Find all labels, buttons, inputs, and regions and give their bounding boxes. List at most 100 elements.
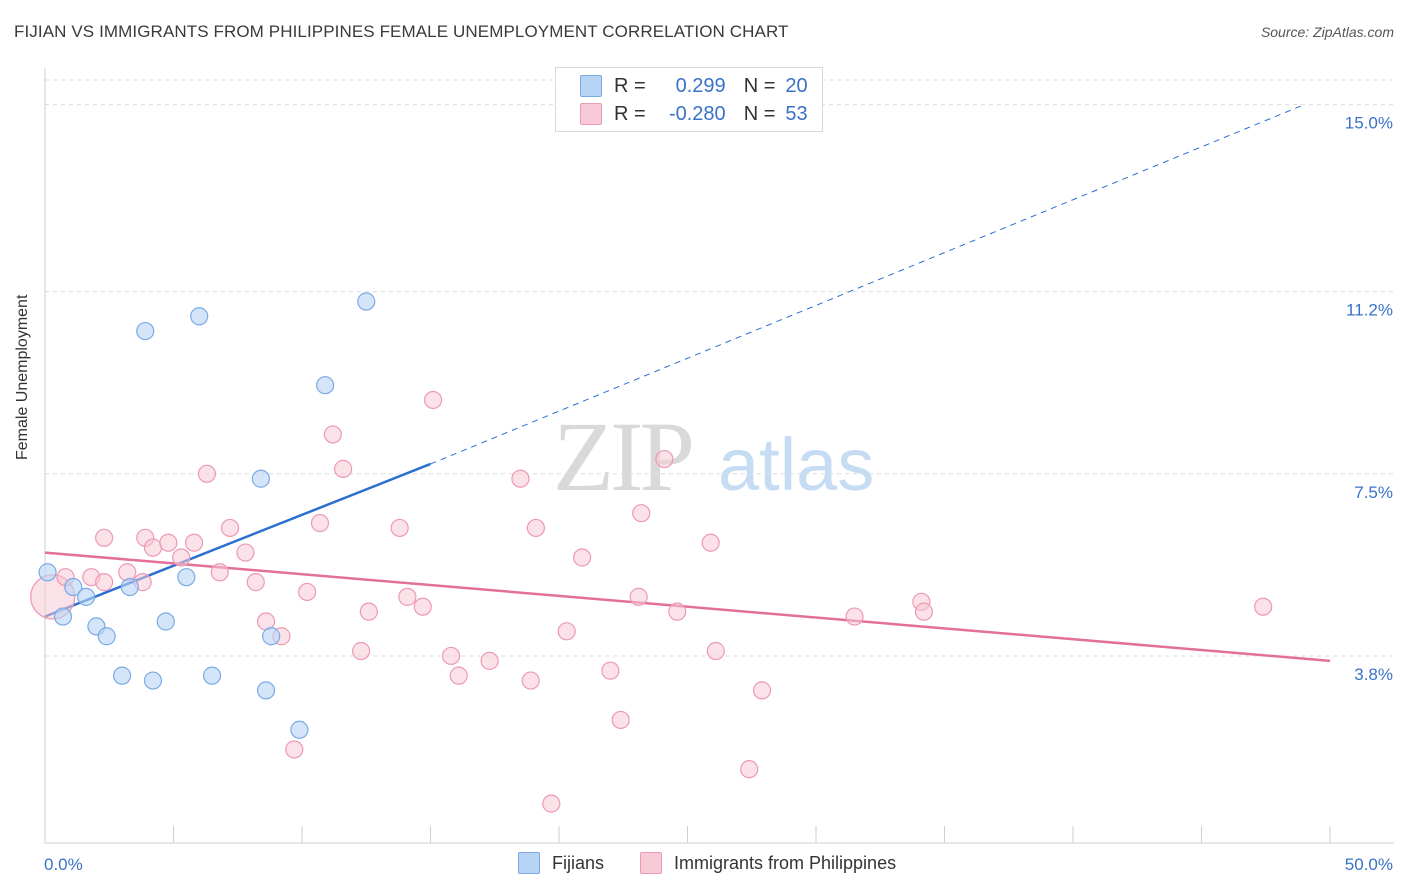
fijian-point xyxy=(316,376,335,395)
philippines-point xyxy=(542,794,561,813)
philippines-point xyxy=(310,513,330,533)
philippines-point xyxy=(95,528,114,547)
philippines-point xyxy=(236,543,255,562)
fijian-point xyxy=(256,681,276,700)
philippines-point xyxy=(172,548,191,567)
philippines-point xyxy=(526,518,545,538)
philippines-point xyxy=(441,646,461,666)
philippines-point xyxy=(95,573,114,592)
axes xyxy=(44,68,1394,844)
r-value: 0.299 xyxy=(675,74,726,97)
philippines-point xyxy=(914,602,934,621)
philippines-point xyxy=(398,587,417,606)
philippines-point xyxy=(334,459,353,478)
r-label: R = xyxy=(614,102,646,125)
legend-row-philippines: R = -0.280 N = 53 xyxy=(580,102,808,126)
philippines-point xyxy=(210,563,229,582)
svg-text:atlas: atlas xyxy=(718,423,874,506)
fijian-point xyxy=(53,607,73,626)
tick-labels: 3.8% 7.5% 11.2% 15.0% 0.0% 50.0% xyxy=(44,114,1393,874)
philippines-point xyxy=(390,518,409,538)
fijian-point xyxy=(120,577,139,597)
y-tick-label: 11.2% xyxy=(1346,301,1393,320)
philippines-point xyxy=(701,533,720,552)
fijian-point xyxy=(290,720,309,739)
n-value: 53 xyxy=(785,102,808,125)
philippines-point xyxy=(480,651,499,670)
philippines-point xyxy=(632,504,651,523)
fijians-swatch xyxy=(580,75,602,97)
philippines-swatch xyxy=(640,852,662,874)
fijian-point xyxy=(202,666,222,685)
fijians-swatch xyxy=(518,852,540,874)
philippines-point xyxy=(118,563,137,582)
philippines-point xyxy=(359,602,378,621)
fijians-trend-extension xyxy=(430,104,1305,465)
legend-item-fijians: Fijians xyxy=(518,852,604,874)
philippines-point xyxy=(655,449,674,469)
philippines-point xyxy=(668,602,687,621)
fijian-point xyxy=(112,666,132,685)
source-label: Source: ZipAtlas.com xyxy=(1260,24,1394,40)
legend-label-fijians: Fijians xyxy=(552,852,605,873)
philippines-point xyxy=(521,671,540,690)
r-label: R = xyxy=(614,74,646,97)
chart-title: FIJIAN VS IMMIGRANTS FROM PHILIPPINES FE… xyxy=(14,22,789,41)
philippines-point xyxy=(220,518,240,538)
philippines-point xyxy=(298,582,317,602)
r-value: -0.280 xyxy=(668,102,726,125)
philippines-point xyxy=(557,622,576,641)
philippines-point xyxy=(1254,597,1273,616)
data-points xyxy=(30,292,1273,813)
x-tick-label: 0.0% xyxy=(44,855,83,874)
fijian-point xyxy=(97,627,116,646)
fijian-point xyxy=(177,568,196,587)
philippines-point xyxy=(197,464,217,483)
trend-lines xyxy=(44,104,1331,663)
philippines-point xyxy=(629,587,648,606)
philippines-point xyxy=(143,538,163,557)
philippines-swatch xyxy=(580,103,602,125)
y-tick-label: 15.0% xyxy=(1345,114,1393,133)
philippines-point xyxy=(246,573,265,592)
philippines-point xyxy=(184,533,204,552)
fijian-point xyxy=(262,627,281,646)
philippines-point xyxy=(323,425,342,444)
correlation-legend: R = 0.299 N = 20 R = -0.280 N = 53 xyxy=(555,67,823,132)
fijian-point xyxy=(357,292,376,311)
series-legend: Fijians Immigrants from Philippines xyxy=(0,852,1406,878)
philippines-point xyxy=(285,740,304,759)
legend-label-philippines: Immigrants from Philippines xyxy=(674,852,897,873)
fijian-point xyxy=(38,563,57,582)
philippines-trend-line xyxy=(44,551,1331,663)
philippines-point xyxy=(449,666,468,685)
legend-item-philippines: Immigrants from Philippines xyxy=(640,852,896,874)
philippines-point xyxy=(611,710,630,730)
y-tick-label: 3.8% xyxy=(1354,665,1393,684)
n-label: N = xyxy=(743,74,776,97)
n-value: 20 xyxy=(785,74,808,97)
fijians-trend-line xyxy=(44,462,431,618)
fijian-point xyxy=(190,307,209,326)
philippines-point xyxy=(706,641,725,661)
philippines-point xyxy=(413,597,432,616)
fijian-point xyxy=(143,671,163,690)
philippines-point xyxy=(511,469,530,488)
fijian-point xyxy=(64,577,83,597)
philippines-point xyxy=(573,548,592,567)
fijian-point xyxy=(77,587,96,606)
n-label: N = xyxy=(743,102,776,125)
legend-row-fijians: R = 0.299 N = 20 xyxy=(580,74,808,98)
fijian-point xyxy=(156,612,175,631)
philippines-point xyxy=(352,641,371,661)
zipatlas-watermark: ZIP atlas xyxy=(553,401,874,512)
x-tick-label: 50.0% xyxy=(1345,855,1393,874)
fijian-point xyxy=(136,321,155,341)
philippines-point xyxy=(845,607,864,626)
philippines-point xyxy=(740,760,759,779)
y-tick-label: 7.5% xyxy=(1354,483,1393,502)
philippines-point xyxy=(752,681,772,700)
philippines-point xyxy=(159,533,178,552)
philippines-point xyxy=(601,661,620,680)
fijian-point xyxy=(251,469,270,488)
